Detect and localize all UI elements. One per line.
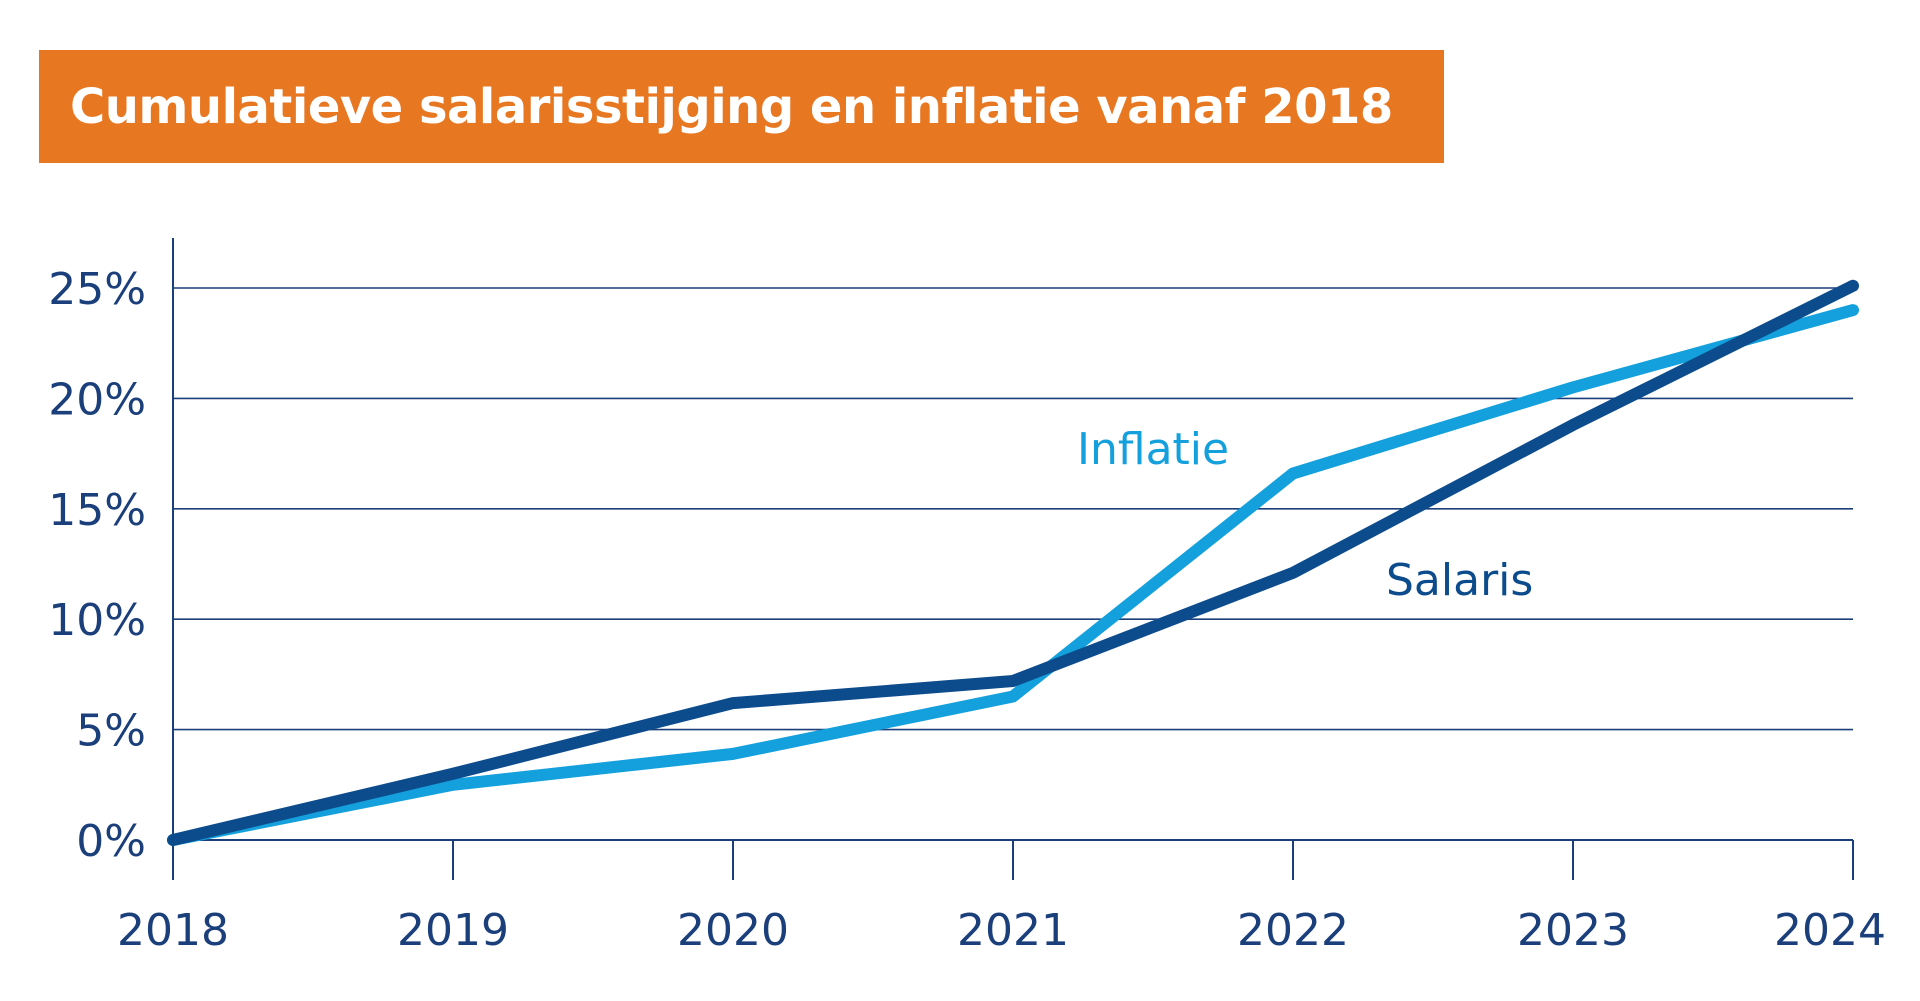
y-tick-label: 5% [76,706,146,757]
series-line-inflatie [167,304,1859,846]
x-tick-label: 2024 [1774,905,1886,956]
chart-title: Cumulatieve salarisstijging en inflatie … [70,78,1393,135]
x-tick-label: 2022 [1237,905,1349,956]
x-tick-label: 2021 [957,905,1069,956]
series-label-salaris: Salaris [1386,555,1533,606]
y-tick-label: 0% [76,816,146,867]
y-tick-label: 25% [48,264,146,315]
x-tick-label: 2020 [677,905,789,956]
series-line-salaris [167,279,1859,846]
series-labels: Inflatie Salaris [1077,424,1533,606]
series-label-inflatie: Inflatie [1077,424,1229,475]
x-tick-label: 2023 [1517,905,1629,956]
y-tick-labels: 0% 5% 10% 15% 20% 25% [48,264,146,867]
x-ticks: 2018 2019 2020 2021 2022 2023 2024 [117,840,1886,956]
y-tick-label: 10% [48,595,146,646]
title-banner: Cumulatieve salarisstijging en inflatie … [39,50,1444,163]
y-tick-label: 20% [48,374,146,425]
y-tick-label: 15% [48,485,146,536]
x-tick-label: 2019 [397,905,509,956]
gridlines [173,287,1853,731]
series-lines [167,279,1859,846]
x-tick-label: 2018 [117,905,229,956]
